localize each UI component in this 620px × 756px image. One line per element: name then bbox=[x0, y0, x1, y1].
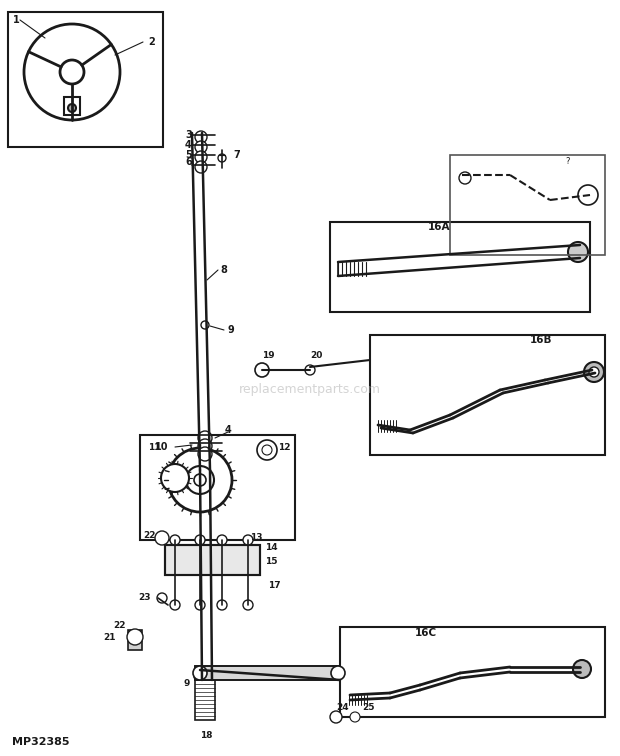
Bar bbox=[64, 97, 80, 115]
Circle shape bbox=[350, 712, 360, 722]
Bar bbox=[8, 12, 163, 147]
Text: 16C: 16C bbox=[415, 628, 437, 638]
Circle shape bbox=[217, 535, 227, 545]
Bar bbox=[165, 545, 260, 575]
Text: 19: 19 bbox=[262, 351, 275, 360]
Circle shape bbox=[195, 141, 207, 153]
Circle shape bbox=[257, 440, 277, 460]
Text: 7: 7 bbox=[233, 150, 240, 160]
Text: MP32385: MP32385 bbox=[12, 737, 69, 747]
Circle shape bbox=[589, 367, 599, 377]
Text: 17: 17 bbox=[268, 581, 281, 590]
Circle shape bbox=[60, 60, 84, 84]
Circle shape bbox=[243, 535, 253, 545]
Circle shape bbox=[243, 600, 253, 610]
Text: 21: 21 bbox=[103, 634, 115, 643]
Circle shape bbox=[198, 439, 212, 453]
Circle shape bbox=[186, 466, 214, 494]
Circle shape bbox=[255, 363, 269, 377]
Bar bbox=[450, 155, 605, 255]
Text: 4: 4 bbox=[185, 140, 192, 150]
Bar bbox=[165, 545, 260, 575]
Circle shape bbox=[170, 535, 180, 545]
Circle shape bbox=[194, 674, 200, 680]
Text: 16B: 16B bbox=[530, 335, 552, 345]
Bar bbox=[340, 627, 605, 717]
Text: ?: ? bbox=[565, 157, 570, 166]
Circle shape bbox=[68, 104, 76, 112]
Text: 20: 20 bbox=[310, 351, 322, 360]
Text: 16A: 16A bbox=[428, 222, 451, 232]
Circle shape bbox=[195, 161, 207, 173]
Circle shape bbox=[568, 242, 588, 262]
Text: 12: 12 bbox=[278, 444, 291, 453]
Circle shape bbox=[24, 24, 120, 120]
Text: 9: 9 bbox=[183, 678, 189, 687]
Text: replacementparts.com: replacementparts.com bbox=[239, 383, 381, 396]
Circle shape bbox=[195, 535, 205, 545]
Bar bbox=[195, 666, 340, 680]
Circle shape bbox=[218, 154, 226, 162]
Circle shape bbox=[331, 666, 345, 680]
Text: 25: 25 bbox=[362, 702, 374, 711]
Text: 14: 14 bbox=[265, 543, 278, 551]
Bar bbox=[140, 435, 295, 540]
Text: 11: 11 bbox=[148, 442, 161, 451]
Circle shape bbox=[157, 593, 167, 603]
Text: 1: 1 bbox=[13, 15, 20, 25]
Circle shape bbox=[195, 151, 207, 163]
Bar bbox=[195, 680, 215, 720]
Text: 23: 23 bbox=[138, 593, 151, 603]
Circle shape bbox=[198, 447, 212, 461]
Text: 22: 22 bbox=[143, 531, 156, 540]
Text: 3: 3 bbox=[185, 130, 192, 140]
Circle shape bbox=[578, 185, 598, 205]
Bar bbox=[370, 335, 605, 455]
Circle shape bbox=[193, 666, 207, 680]
Text: 24: 24 bbox=[336, 702, 348, 711]
Text: 22: 22 bbox=[113, 621, 125, 630]
Circle shape bbox=[201, 321, 209, 329]
Circle shape bbox=[195, 600, 205, 610]
Text: 10: 10 bbox=[155, 442, 169, 452]
Circle shape bbox=[262, 445, 272, 455]
Text: 9: 9 bbox=[227, 325, 234, 335]
Circle shape bbox=[161, 464, 189, 492]
Text: 5: 5 bbox=[185, 150, 192, 160]
Circle shape bbox=[194, 474, 206, 486]
Bar bbox=[195, 666, 340, 680]
Bar bbox=[330, 222, 590, 312]
Text: 6: 6 bbox=[185, 157, 192, 167]
Circle shape bbox=[584, 362, 604, 382]
Text: 8: 8 bbox=[220, 265, 227, 275]
Bar bbox=[128, 630, 142, 650]
Circle shape bbox=[155, 531, 169, 545]
Circle shape bbox=[195, 131, 207, 143]
Circle shape bbox=[330, 711, 342, 723]
Circle shape bbox=[127, 629, 143, 645]
Text: 18: 18 bbox=[200, 730, 213, 739]
Circle shape bbox=[305, 365, 315, 375]
Circle shape bbox=[217, 600, 227, 610]
Text: 15: 15 bbox=[265, 557, 278, 566]
Circle shape bbox=[459, 172, 471, 184]
Text: 4: 4 bbox=[225, 425, 232, 435]
Circle shape bbox=[170, 600, 180, 610]
Circle shape bbox=[573, 660, 591, 678]
Text: 13: 13 bbox=[250, 532, 262, 541]
Text: 2: 2 bbox=[148, 37, 155, 47]
Circle shape bbox=[168, 448, 232, 512]
Circle shape bbox=[198, 431, 212, 445]
